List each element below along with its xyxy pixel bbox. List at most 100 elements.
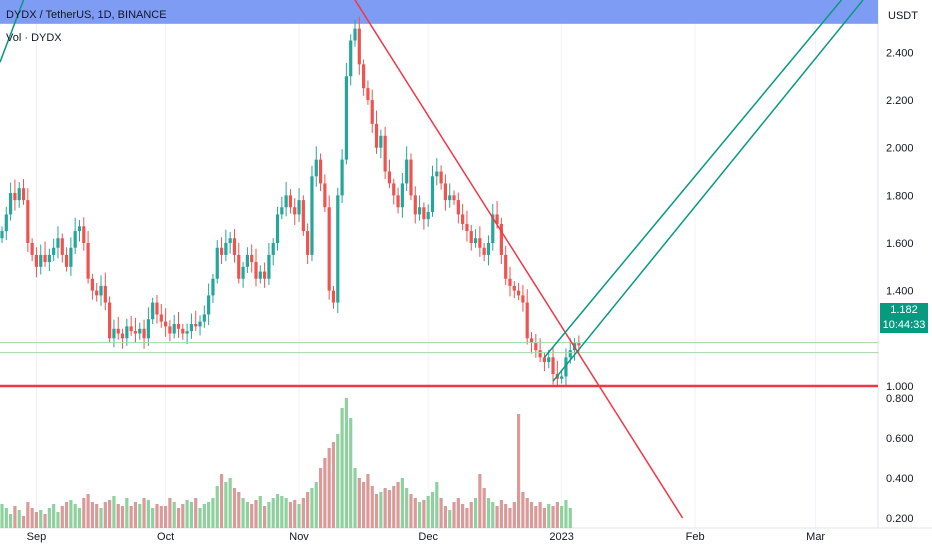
candle-body [331,290,336,303]
candle-body [241,266,245,279]
candle-body [176,324,181,329]
volume-bar [499,500,503,528]
volume-tick-label: 0.800 [886,393,914,405]
volume-bar [379,492,383,528]
x-tick-label: Mar [806,531,825,543]
candle-body [207,295,211,315]
price-tick-label: 2.400 [886,47,914,59]
candle-body [560,376,564,379]
volume-bar [392,486,396,528]
volume-tick-label: 0.400 [886,473,914,485]
volume-bar [258,496,262,528]
price-tick-label: 1.600 [886,238,914,250]
volume-bar [323,458,327,528]
candle-body [568,350,572,358]
volume-bar [39,510,43,528]
volume-tick-label: 0.600 [886,433,914,445]
volume-bar [90,502,95,528]
volume-bar [370,486,374,528]
volume-bar [349,418,353,528]
volume-bar [443,506,448,528]
candle-body [125,326,129,339]
volume-bar [172,502,176,528]
candle-body [95,290,99,296]
volume-bar [301,498,305,528]
candle-body [172,324,176,334]
candle-body [60,238,64,255]
volume-bar [400,478,404,528]
candle-body [538,350,542,358]
candle-body [267,254,271,279]
candle-body [314,159,318,177]
volume-bar [521,492,525,528]
volume-bar [138,504,142,528]
candle-body [43,254,47,263]
candle-body [245,254,249,267]
volume-bar [125,498,129,528]
volume-bar [275,494,280,528]
candle-body [280,207,284,215]
candle-body [486,243,491,255]
volume-bar [271,498,275,528]
candle-body [340,159,344,196]
volume-bar [469,502,473,528]
candle-body [301,200,305,232]
volume-bar [211,498,215,528]
volume-bar [237,492,241,528]
volume-bar [331,442,336,528]
candle-body [465,223,469,232]
candle-body [189,324,194,332]
candle-body [417,207,422,215]
candle-body [525,302,529,339]
volume-tick-label: 0.200 [886,513,914,525]
candle-body [86,243,90,279]
volume-bar [387,490,392,528]
countdown-badge: 10:44:33 [880,318,928,333]
candle-body [344,76,348,160]
candle-body [413,195,417,215]
candle-body [508,278,512,286]
volume-bar [73,504,77,528]
volume-bar [254,500,258,528]
axis-unit: USDT [888,10,918,22]
candle-body [99,285,103,296]
candles [0,16,581,387]
candle-body [30,243,34,255]
candle-body [163,321,168,327]
candle-body [263,271,267,279]
candle-body [250,254,254,263]
candle-body [521,295,525,303]
candle-body [379,135,383,148]
candle-body [293,207,297,215]
candle-body [17,188,21,201]
candle-body [64,254,69,267]
volume-bar [568,508,572,528]
x-tick-label: Oct [157,531,174,543]
candle-body [551,357,555,375]
volume-bar [181,504,185,528]
volume-bar [327,448,331,528]
volume-bar [529,502,534,528]
volume-bar [405,488,409,528]
volume-bar [486,498,491,528]
volume-bar [194,498,198,528]
volume-bar [336,434,340,528]
candle-body [383,135,387,172]
volume-bar [99,508,103,528]
candle-body [435,171,439,177]
candle-body [288,195,293,208]
candle-body [254,262,258,279]
volume-bar [448,510,452,528]
volume-bar [452,502,456,528]
volume-bar [56,512,60,528]
candle-body [211,278,215,296]
volume-bar [4,508,8,528]
volume-bar [77,508,82,528]
volume-bar [17,510,21,528]
volume-bar [482,488,486,528]
volume-bar [409,494,413,528]
candle-body [491,214,495,243]
downtrend-line [354,0,684,519]
volume-bar [413,498,417,528]
